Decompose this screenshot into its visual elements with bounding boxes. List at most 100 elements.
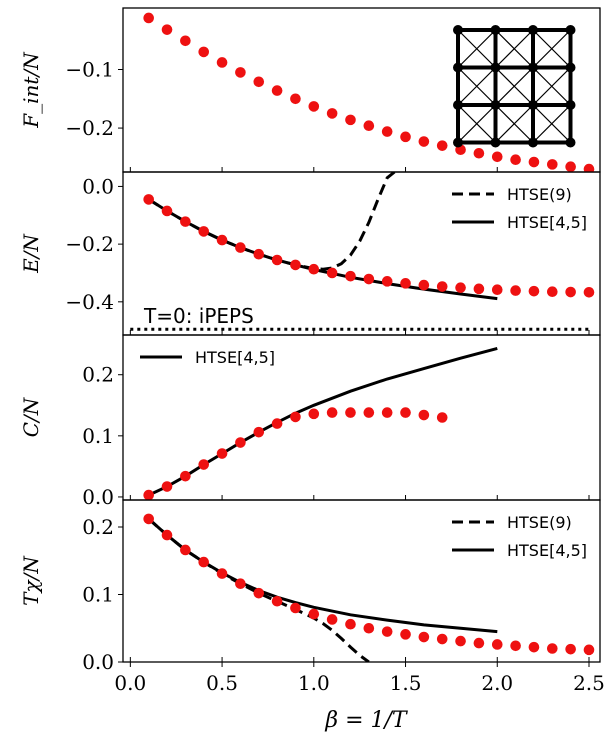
data-point bbox=[235, 437, 246, 448]
legend-label: HTSE[4,5] bbox=[507, 213, 587, 232]
legend-label: HTSE[4,5] bbox=[507, 541, 587, 560]
lattice-site bbox=[565, 62, 576, 73]
y-tick-label: −0.1 bbox=[65, 58, 114, 82]
data-point bbox=[565, 643, 576, 655]
lattice-diagonal bbox=[495, 67, 534, 106]
data-point bbox=[436, 140, 448, 151]
data-point bbox=[565, 161, 576, 172]
data-point bbox=[583, 163, 595, 172]
data-point bbox=[381, 407, 393, 418]
x-tick-label: 2.0 bbox=[481, 671, 513, 695]
data-point bbox=[143, 12, 154, 24]
annotation-label: T=0: iPEPS bbox=[143, 304, 254, 328]
data-point bbox=[473, 283, 485, 295]
lattice-site bbox=[453, 62, 463, 73]
plot-area bbox=[143, 513, 595, 662]
data-point bbox=[143, 489, 154, 500]
data-point bbox=[271, 254, 283, 266]
data-point bbox=[528, 285, 540, 297]
data-point bbox=[400, 407, 411, 418]
data-point bbox=[547, 643, 558, 654]
data-point bbox=[345, 114, 356, 126]
data-point bbox=[436, 633, 448, 645]
panel-free-energy: −0.1 −0.2 F_int/N bbox=[19, 7, 601, 173]
legend-label: HTSE[4,5] bbox=[195, 348, 275, 367]
data-point bbox=[198, 556, 210, 568]
lattice-site bbox=[528, 62, 538, 73]
data-point bbox=[473, 147, 485, 159]
panel-susceptibility: 0.0 0.1 0.2 Tχ/N HTSE(9) HTSE[4,5] bbox=[19, 499, 601, 674]
lattice-diagonal bbox=[532, 29, 571, 68]
data-point bbox=[400, 131, 411, 143]
data-point bbox=[161, 24, 173, 35]
data-point bbox=[381, 126, 393, 137]
data-point bbox=[345, 618, 356, 630]
lattice-diagonal bbox=[457, 67, 496, 106]
data-point bbox=[161, 481, 173, 492]
data-point bbox=[216, 448, 228, 459]
data-point bbox=[308, 608, 320, 620]
lattice-site bbox=[453, 137, 463, 148]
data-point bbox=[253, 76, 265, 88]
series-solid-line bbox=[147, 517, 498, 634]
y-tick-label: 0.0 bbox=[82, 650, 114, 674]
data-point bbox=[436, 281, 448, 292]
data-point bbox=[290, 602, 301, 614]
plot-area bbox=[143, 12, 595, 172]
x-tick-label: 1.5 bbox=[390, 671, 422, 695]
lattice-site bbox=[490, 137, 501, 148]
data-point bbox=[547, 159, 558, 170]
data-point bbox=[455, 635, 466, 647]
y-axis-label: E/N bbox=[19, 233, 43, 274]
data-point bbox=[235, 242, 246, 253]
data-point bbox=[363, 120, 375, 132]
data-point bbox=[290, 411, 301, 423]
data-point bbox=[491, 151, 503, 163]
legend-label: HTSE(9) bbox=[507, 513, 572, 532]
y-tick-label: 0.2 bbox=[82, 515, 114, 539]
data-point bbox=[290, 93, 301, 105]
data-point bbox=[308, 408, 320, 420]
data-point bbox=[198, 226, 210, 237]
lattice-diagonal bbox=[495, 104, 534, 143]
data-point bbox=[198, 46, 210, 58]
data-point bbox=[436, 412, 448, 423]
data-point bbox=[271, 595, 283, 607]
lattice-diagonal bbox=[495, 29, 534, 68]
data-point bbox=[198, 459, 210, 470]
x-tick-label: 2.5 bbox=[573, 671, 605, 695]
data-point bbox=[547, 286, 558, 298]
lattice-site bbox=[453, 100, 463, 110]
data-point bbox=[491, 284, 503, 296]
lattice-site bbox=[528, 25, 538, 35]
data-point bbox=[418, 409, 430, 421]
lattice-site bbox=[565, 25, 576, 35]
lattice-diagonal bbox=[457, 104, 496, 143]
x-tick-label: 1.0 bbox=[298, 671, 330, 695]
lattice-site bbox=[490, 62, 501, 73]
lattice-site bbox=[453, 25, 463, 35]
data-point bbox=[271, 418, 283, 429]
data-point bbox=[253, 248, 265, 260]
x-tick-label: 0.5 bbox=[206, 671, 238, 695]
data-point bbox=[216, 57, 228, 68]
data-point bbox=[345, 407, 356, 418]
data-point bbox=[510, 154, 521, 165]
lattice-site bbox=[565, 137, 576, 148]
lattice-site bbox=[528, 137, 538, 148]
data-point bbox=[326, 407, 338, 418]
data-point bbox=[418, 631, 430, 643]
data-point bbox=[216, 568, 228, 579]
data-point bbox=[326, 108, 338, 119]
data-point bbox=[235, 67, 246, 78]
y-tick-label: 0.2 bbox=[82, 363, 114, 387]
data-point bbox=[345, 270, 356, 282]
data-point bbox=[253, 587, 265, 599]
y-tick-label: −0.2 bbox=[65, 232, 114, 256]
data-point bbox=[510, 285, 521, 296]
x-tick-label: 0.0 bbox=[114, 671, 146, 695]
lattice-site bbox=[490, 25, 501, 35]
plot-area bbox=[143, 346, 498, 500]
y-tick-label: 0.1 bbox=[82, 583, 114, 607]
